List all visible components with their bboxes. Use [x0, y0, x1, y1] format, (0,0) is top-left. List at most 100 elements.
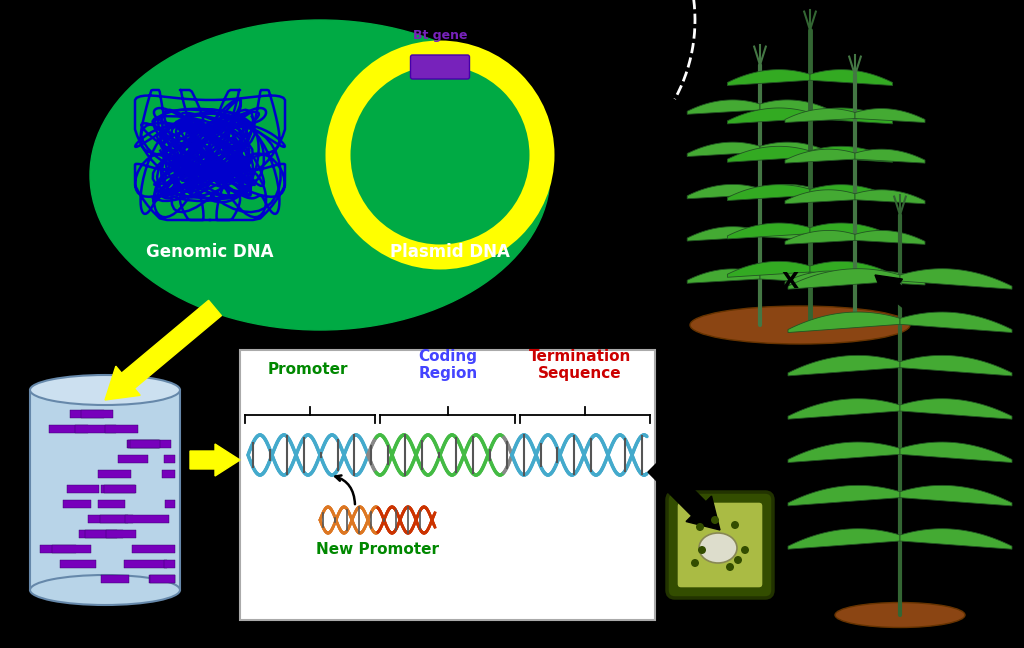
Bar: [164, 560, 175, 568]
Polygon shape: [788, 399, 900, 419]
Polygon shape: [788, 269, 900, 289]
Bar: [128, 440, 171, 448]
Polygon shape: [648, 458, 720, 530]
Ellipse shape: [699, 533, 737, 563]
Polygon shape: [900, 269, 1012, 289]
Polygon shape: [760, 185, 833, 199]
Polygon shape: [810, 185, 893, 201]
Bar: [150, 575, 175, 583]
FancyBboxPatch shape: [411, 55, 469, 79]
Bar: [88, 515, 128, 523]
Polygon shape: [855, 149, 925, 163]
Circle shape: [726, 563, 734, 571]
Ellipse shape: [30, 375, 180, 405]
Bar: [151, 575, 175, 583]
Bar: [124, 560, 167, 568]
Polygon shape: [900, 529, 1012, 550]
Polygon shape: [855, 190, 925, 203]
Bar: [130, 440, 161, 448]
Bar: [60, 560, 96, 568]
Bar: [82, 410, 113, 418]
Bar: [30, 390, 180, 590]
Polygon shape: [760, 142, 833, 157]
Circle shape: [698, 546, 706, 554]
Bar: [100, 485, 135, 493]
Bar: [70, 410, 103, 418]
Text: Plasmid DNA: Plasmid DNA: [390, 243, 510, 261]
Polygon shape: [727, 185, 810, 201]
Circle shape: [741, 546, 749, 554]
Bar: [105, 530, 136, 538]
Bar: [75, 425, 116, 433]
Bar: [103, 485, 136, 493]
Polygon shape: [727, 69, 810, 86]
Bar: [105, 425, 137, 433]
Polygon shape: [810, 146, 893, 162]
Ellipse shape: [690, 306, 910, 344]
Text: New Promoter: New Promoter: [316, 542, 439, 557]
Polygon shape: [687, 142, 760, 157]
Bar: [98, 470, 131, 478]
Polygon shape: [855, 231, 925, 244]
FancyBboxPatch shape: [677, 502, 763, 588]
Text: Genomic DNA: Genomic DNA: [146, 243, 273, 261]
Polygon shape: [727, 261, 810, 277]
Polygon shape: [788, 312, 900, 332]
Bar: [127, 440, 160, 448]
Bar: [99, 515, 133, 523]
Text: 4.: 4.: [680, 441, 701, 459]
Polygon shape: [760, 269, 833, 283]
Ellipse shape: [90, 20, 550, 330]
Bar: [52, 545, 91, 553]
Polygon shape: [687, 185, 760, 199]
Bar: [67, 485, 99, 493]
Polygon shape: [727, 146, 810, 162]
Text: Bt gene: Bt gene: [413, 29, 467, 41]
Text: 5.: 5.: [916, 290, 937, 310]
Polygon shape: [810, 69, 893, 86]
Text: Promoter: Promoter: [267, 362, 348, 378]
Polygon shape: [785, 190, 855, 203]
Bar: [165, 500, 175, 508]
Circle shape: [711, 516, 719, 524]
Polygon shape: [788, 442, 900, 463]
Bar: [40, 545, 76, 553]
Bar: [98, 500, 125, 508]
Bar: [132, 545, 175, 553]
Text: X: X: [781, 272, 799, 292]
Bar: [240, 350, 655, 620]
Polygon shape: [810, 261, 893, 277]
Polygon shape: [788, 355, 900, 376]
Polygon shape: [788, 485, 900, 506]
Bar: [63, 500, 91, 508]
Ellipse shape: [835, 603, 965, 627]
Circle shape: [691, 559, 699, 567]
Polygon shape: [788, 529, 900, 550]
Polygon shape: [785, 149, 855, 163]
Bar: [126, 515, 169, 523]
Bar: [85, 530, 123, 538]
Polygon shape: [105, 300, 221, 400]
Polygon shape: [900, 355, 1012, 376]
Bar: [164, 455, 175, 463]
Polygon shape: [687, 100, 760, 114]
Polygon shape: [874, 275, 915, 309]
Text: Coding
Region: Coding Region: [419, 349, 477, 381]
Bar: [79, 530, 117, 538]
Polygon shape: [900, 485, 1012, 506]
Polygon shape: [785, 109, 855, 122]
Circle shape: [734, 556, 742, 564]
Bar: [118, 455, 147, 463]
Polygon shape: [855, 109, 925, 122]
Bar: [162, 470, 175, 478]
Polygon shape: [778, 552, 810, 568]
FancyBboxPatch shape: [667, 492, 773, 598]
Polygon shape: [727, 223, 810, 239]
Circle shape: [731, 521, 739, 529]
Polygon shape: [687, 269, 760, 283]
Polygon shape: [900, 399, 1012, 419]
Polygon shape: [760, 100, 833, 114]
Polygon shape: [190, 444, 240, 476]
Polygon shape: [810, 223, 893, 239]
Polygon shape: [900, 312, 1012, 332]
